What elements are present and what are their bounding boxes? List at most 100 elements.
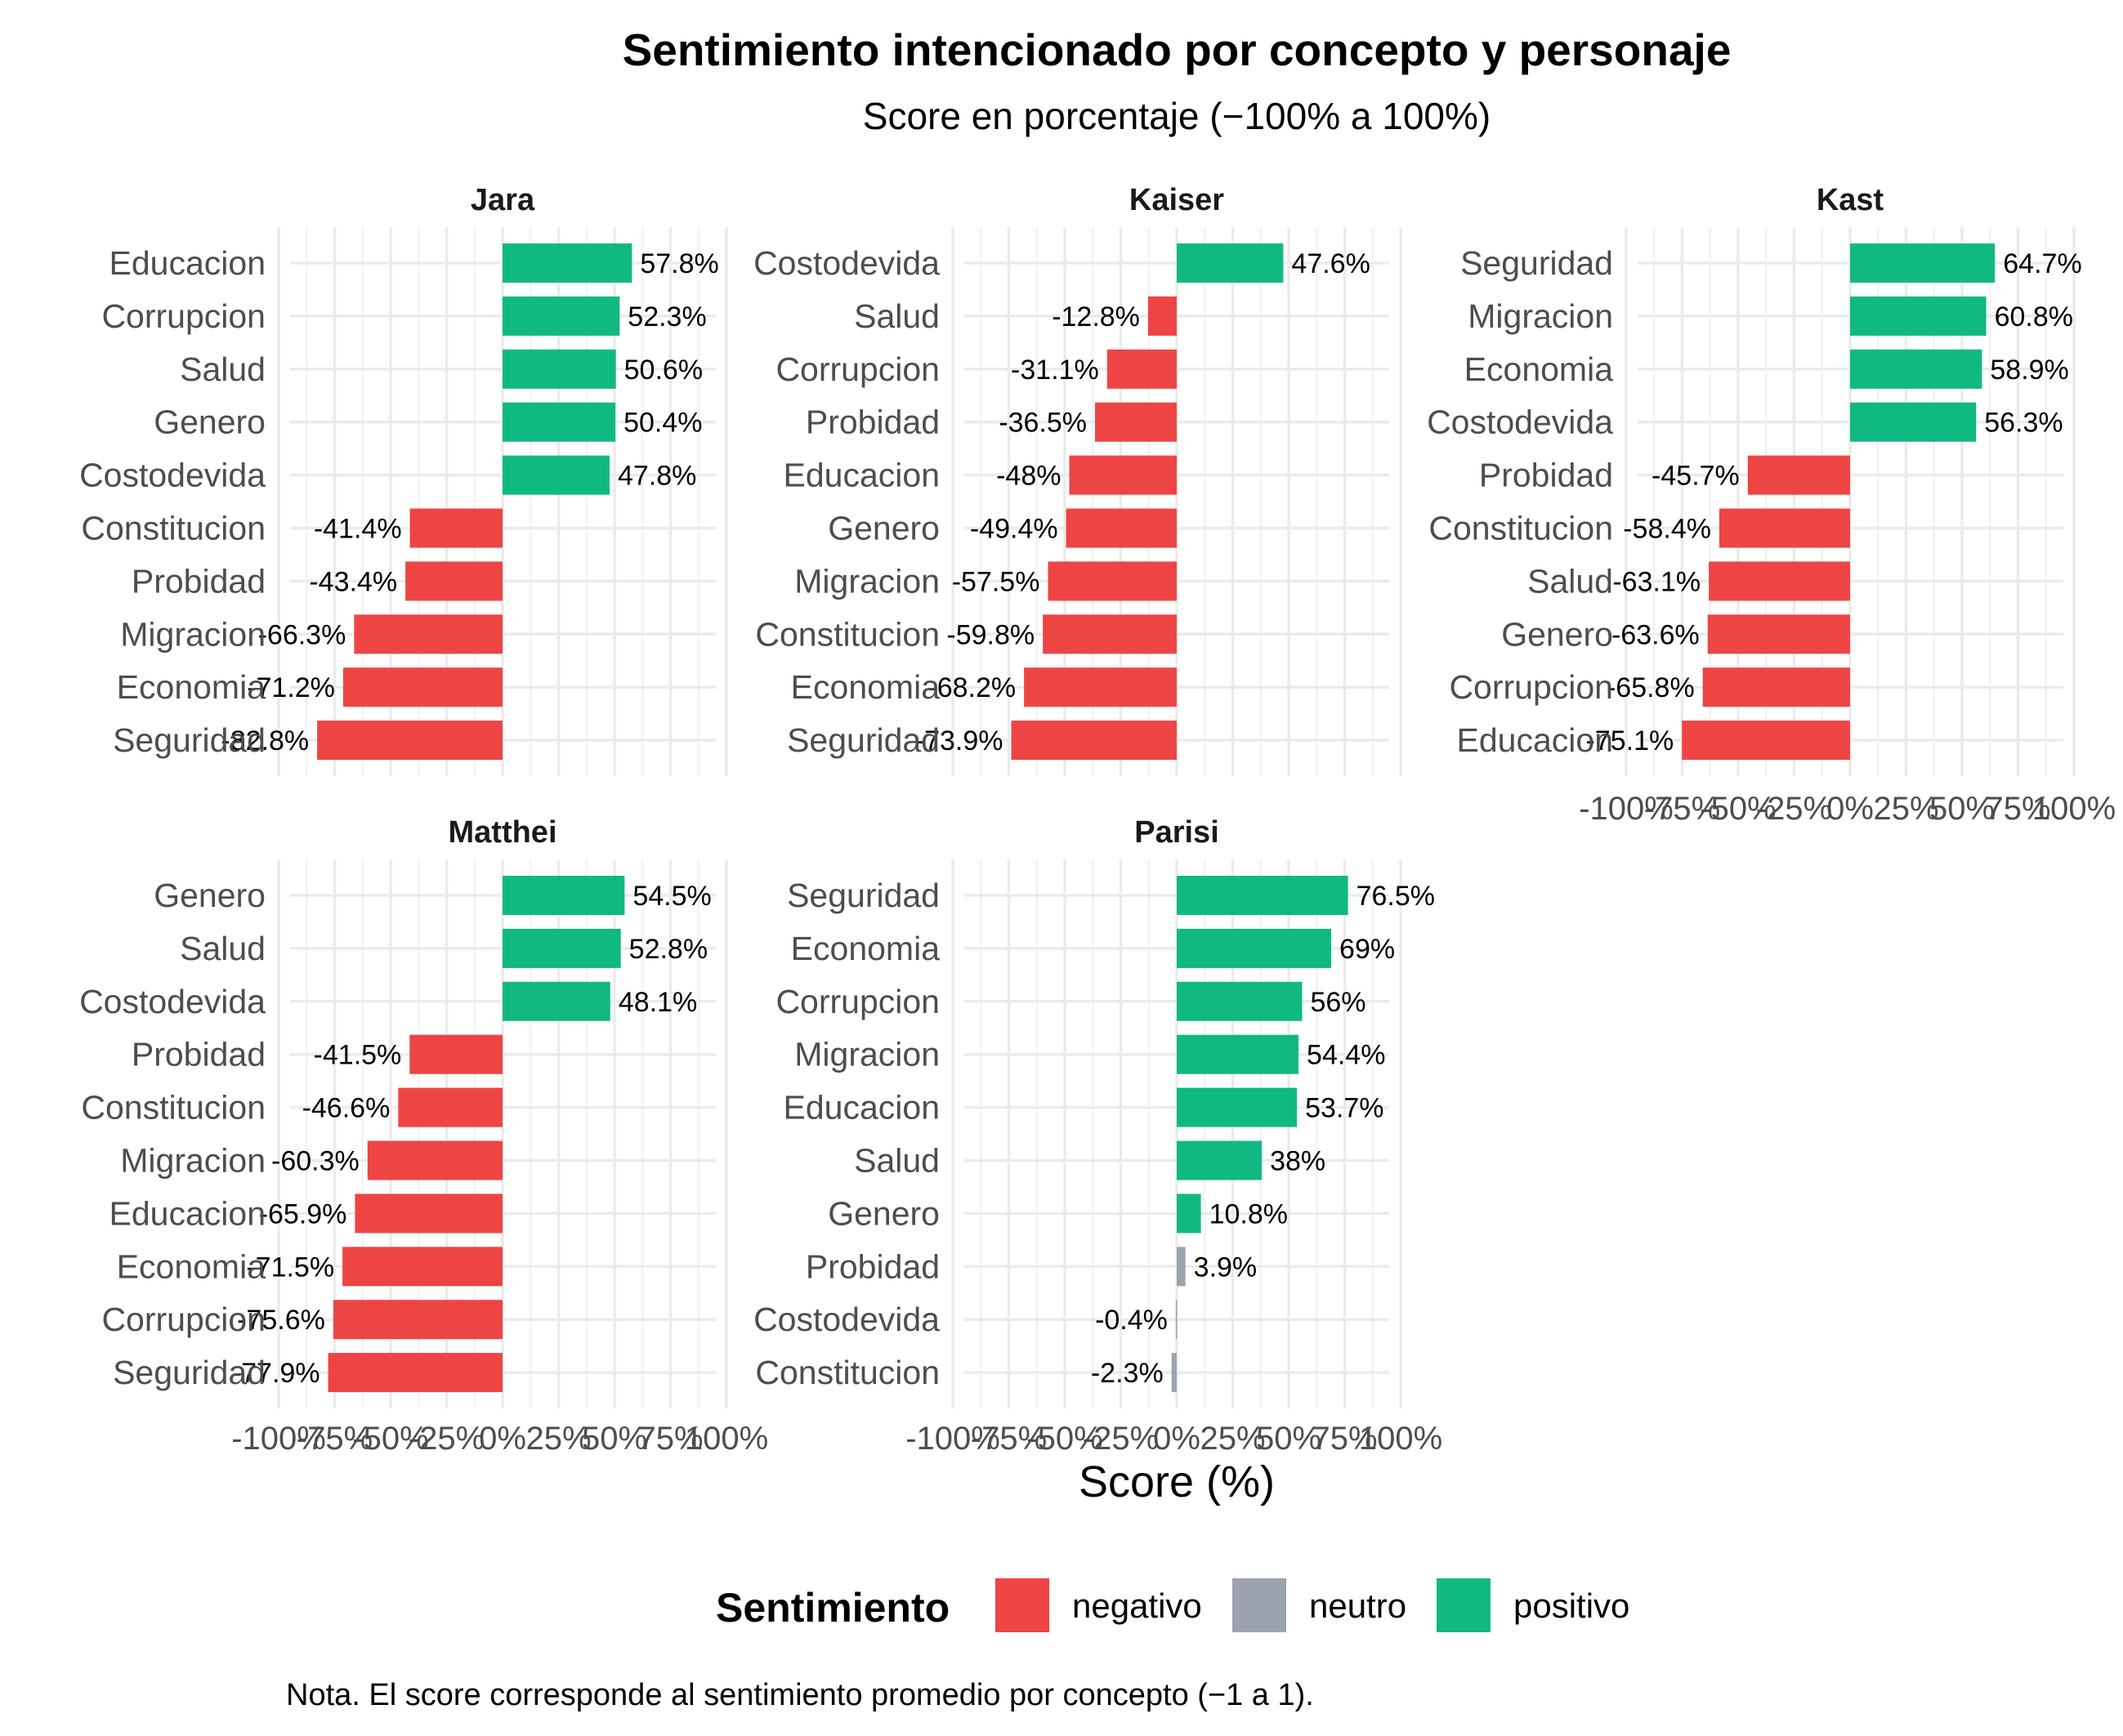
bar-kast-salud	[1709, 561, 1850, 601]
value-label: 60.8%	[1995, 301, 2073, 332]
category-label: Economia	[791, 930, 941, 967]
value-label: 52.8%	[629, 934, 708, 965]
bar-matthei-educacion	[355, 1194, 503, 1234]
category-label: Corrupcion	[775, 983, 940, 1020]
bar-jara-seguridad	[317, 721, 503, 761]
x-tick-label: 100%	[685, 1421, 768, 1457]
bar-kast-educacion	[1682, 721, 1850, 761]
value-label: -60.3%	[271, 1146, 360, 1177]
bar-jara-genero	[503, 402, 616, 442]
value-label: -75.1%	[1585, 725, 1674, 756]
value-label: -58.4%	[1623, 514, 1711, 545]
value-label: -73.9%	[915, 725, 1003, 756]
bar-kaiser-migracion	[1048, 561, 1177, 601]
value-label: -75.6%	[237, 1305, 325, 1336]
category-label: Seguridad	[1460, 244, 1613, 282]
bar-kaiser-salud	[1147, 296, 1177, 336]
panel-matthei: Matthei 54.5% Genero 52.8% Salud 48.1% Costode…	[79, 815, 768, 1457]
panel-title-parisi: Parisi	[1134, 815, 1219, 850]
chart-caption: Nota. El score corresponde al sentimient…	[286, 1678, 1314, 1712]
category-label: Economia	[1464, 350, 1614, 388]
value-label: 47.8%	[618, 461, 696, 492]
value-label: 50.4%	[623, 408, 702, 439]
category-label: Genero	[1501, 615, 1613, 653]
x-tick-label: -100%	[1579, 791, 1674, 827]
category-label: Migracion	[1468, 297, 1613, 335]
bar-kast-corrupcion	[1702, 667, 1850, 707]
x-tick-label: -50%	[1026, 1421, 1102, 1457]
x-tick-label: 75%	[637, 1421, 703, 1457]
x-tick-label: 75%	[1985, 791, 2050, 827]
panel-title-kast: Kast	[1817, 183, 1884, 217]
value-label: -48%	[996, 461, 1061, 492]
bar-jara-corrupcion	[503, 296, 620, 336]
category-label: Costodevida	[79, 457, 266, 494]
value-label: -82.8%	[221, 725, 309, 756]
value-label: 56.3%	[1984, 408, 2063, 439]
value-label: -43.4%	[309, 566, 397, 597]
bar-jara-salud	[503, 349, 616, 389]
bar-matthei-migracion	[367, 1140, 503, 1180]
value-label: -41.5%	[314, 1040, 402, 1071]
x-tick-label: 75%	[1312, 1421, 1377, 1457]
category-label: Probidad	[1479, 457, 1613, 494]
bar-kaiser-corrupcion	[1106, 349, 1177, 389]
category-label: Probidad	[806, 404, 940, 441]
category-label: Educacion	[110, 244, 266, 282]
x-tick-label: -100%	[231, 1421, 326, 1457]
value-label: 38%	[1270, 1146, 1325, 1177]
bar-kast-genero	[1707, 614, 1850, 654]
x-tick-label: 0%	[1153, 1421, 1200, 1457]
category-label: Salud	[854, 297, 940, 335]
category-label: Probidad	[132, 1036, 266, 1073]
x-tick-label: 100%	[1359, 1421, 1442, 1457]
category-label: Costodevida	[753, 1301, 940, 1338]
category-label: Constitucion	[1428, 510, 1613, 547]
bar-matthei-corrupcion	[333, 1300, 503, 1340]
legend-label-positivo: positivo	[1513, 1586, 1629, 1625]
category-label: Migracion	[120, 1142, 266, 1180]
bar-kaiser-economia	[1024, 667, 1177, 707]
x-tick-label: 25%	[525, 1421, 591, 1457]
legend: Sentimiento negativo neutro positivo	[716, 1578, 1629, 1632]
category-label: Genero	[154, 404, 266, 441]
value-label: 52.3%	[628, 301, 706, 332]
bar-matthei-costodevida	[503, 981, 610, 1021]
category-label: Genero	[154, 877, 266, 914]
bar-kast-seguridad	[1850, 243, 1996, 283]
category-label: Corrupcion	[101, 1301, 266, 1338]
x-tick-label: -75%	[297, 1421, 373, 1457]
category-label: Constitucion	[755, 1354, 940, 1391]
panel-title-jara: Jara	[471, 183, 535, 217]
x-tick-label: 25%	[1200, 1421, 1265, 1457]
bar-matthei-salud	[503, 928, 621, 968]
category-label: Genero	[828, 510, 940, 547]
panel-parisi: Parisi 76.5% Seguridad 69% Economia 56% Corrup…	[753, 815, 1442, 1457]
bar-jara-economia	[342, 667, 503, 707]
category-label: Educacion	[784, 457, 940, 494]
bar-kaiser-genero	[1066, 508, 1177, 548]
category-label: Salud	[1527, 562, 1613, 600]
category-label: Constitucion	[81, 510, 266, 547]
category-label: Constitucion	[81, 1089, 266, 1127]
bar-kast-probidad	[1747, 455, 1850, 495]
category-label: Corrupcion	[1449, 668, 1613, 706]
bar-jara-costodevida	[503, 455, 610, 495]
value-label: 76.5%	[1356, 881, 1435, 912]
x-axis-title: Score (%)	[1079, 1457, 1275, 1506]
value-label: -41.4%	[314, 514, 402, 545]
value-label: -63.1%	[1612, 566, 1701, 597]
category-label: Constitucion	[755, 615, 940, 653]
value-label: -12.8%	[1052, 301, 1140, 332]
value-label: -77.9%	[232, 1358, 320, 1389]
bar-parisi-educacion	[1177, 1087, 1298, 1127]
legend-label-negativo: negativo	[1072, 1586, 1202, 1625]
bar-kast-costodevida	[1850, 402, 1977, 442]
value-label: -68.2%	[927, 672, 1016, 703]
value-label: -36.5%	[999, 408, 1087, 439]
bar-kast-migracion	[1850, 296, 1987, 336]
category-label: Costodevida	[753, 244, 940, 282]
category-label: Economia	[117, 1247, 266, 1285]
x-tick-label: 50%	[1929, 791, 1995, 827]
